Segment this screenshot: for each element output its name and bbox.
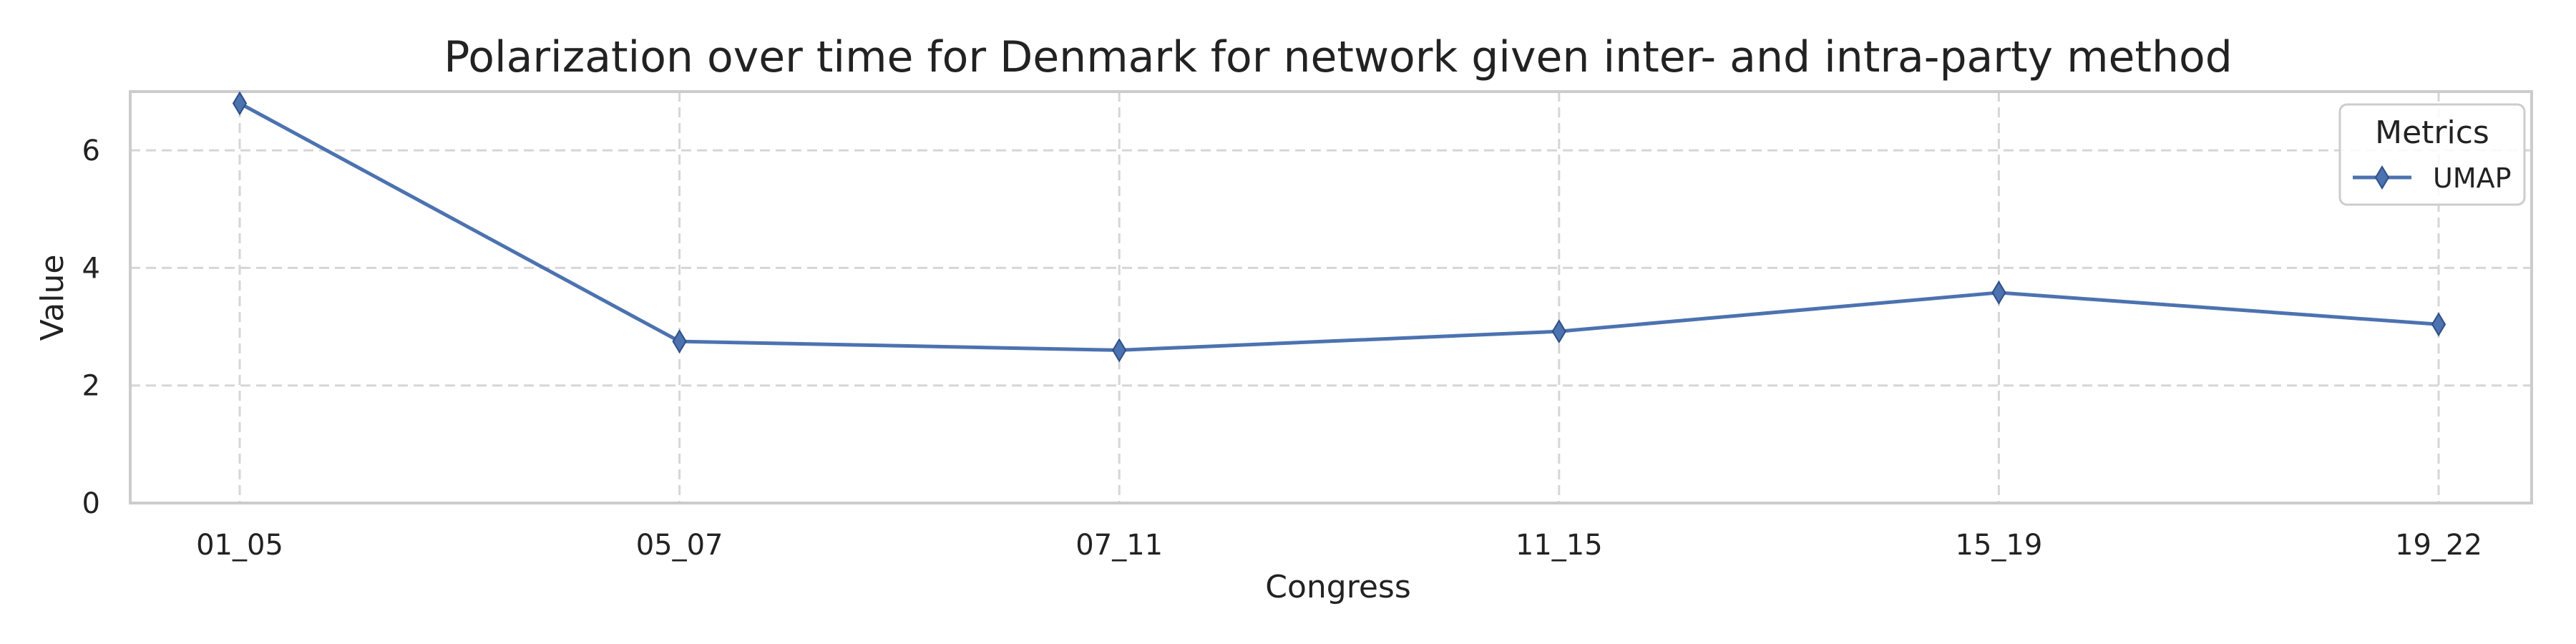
data-point-marker [1551, 319, 1566, 344]
x-axis-label: Congress [1265, 569, 1411, 605]
data-point-marker [232, 91, 248, 116]
data-point-marker [1112, 338, 1127, 363]
x-axis-ticks: 01_05 05_07 07_11 11_15 15_19 19_22 [196, 529, 2482, 562]
x-tick-label: 01_05 [196, 529, 283, 562]
legend-series-label: UMAP [2433, 162, 2512, 194]
y-axis-ticks: 0 2 4 6 [82, 135, 100, 520]
x-tick-label: 15_19 [1956, 529, 2043, 562]
plot-frame [129, 90, 2533, 504]
y-tick-label: 4 [82, 252, 100, 285]
grid-lines [130, 92, 2532, 503]
chart-title: Polarization over time for Denmark for n… [444, 32, 2233, 82]
x-tick-label: 11_15 [1516, 529, 1603, 562]
y-tick-label: 0 [82, 487, 100, 520]
legend-series-marker [2374, 165, 2390, 190]
series-line [238, 102, 2439, 352]
y-tick-label: 2 [82, 370, 100, 403]
y-axis-label: Value [34, 255, 71, 341]
legend: Metrics UMAP [2338, 103, 2526, 206]
data-point-marker [2431, 312, 2446, 337]
x-tick-label: 07_11 [1075, 529, 1163, 562]
x-tick-label: 19_22 [2395, 529, 2482, 562]
x-tick-label: 05_07 [636, 529, 723, 562]
y-tick-label: 6 [82, 135, 100, 167]
series-layer [232, 91, 2446, 363]
data-point-marker [1991, 280, 2006, 305]
legend-title: Metrics [2375, 114, 2489, 151]
data-point-marker [672, 329, 687, 354]
